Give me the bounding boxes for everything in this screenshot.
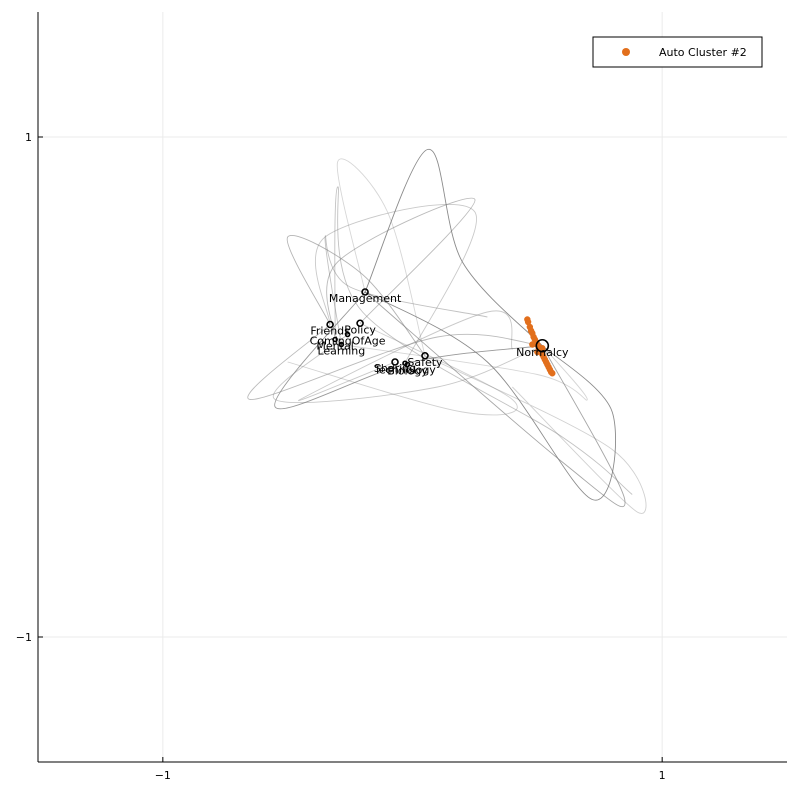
edge-curves	[247, 149, 647, 514]
node-marker	[535, 338, 550, 353]
edge-curve	[424, 355, 647, 514]
cluster-point	[529, 341, 536, 348]
node-label: ComingOfAge	[310, 335, 386, 348]
edge-curve	[326, 197, 476, 340]
node-marker	[344, 331, 351, 338]
node-marker	[421, 351, 429, 360]
node-label: Learning	[317, 345, 365, 358]
legend-marker	[622, 48, 630, 56]
node-marker	[361, 288, 369, 296]
node-label: Friends	[310, 325, 350, 338]
axes: −1 1 −1 1	[16, 12, 787, 782]
edge-curve	[274, 291, 543, 410]
edge-curve	[286, 235, 426, 357]
x-tick-label: −1	[155, 769, 171, 782]
x-tick-label: 1	[659, 769, 666, 782]
node-label: Normalcy	[516, 346, 569, 359]
edge-curve	[364, 291, 626, 508]
node-label: Safety	[407, 356, 443, 369]
node-marker	[356, 319, 364, 328]
edge-curve	[324, 235, 488, 345]
node-marker	[332, 336, 338, 343]
node-marker	[326, 320, 334, 329]
cluster-points	[524, 316, 556, 377]
nodes: Management FriendsPolicyComingOfAgeMental…	[310, 288, 569, 378]
edge-curve	[272, 334, 543, 403]
legend: Auto Cluster #2	[592, 36, 763, 68]
node-marker	[404, 361, 411, 368]
cluster-point	[549, 370, 556, 377]
node-marker	[391, 358, 399, 366]
edge-curve	[336, 158, 426, 356]
edge-curve	[334, 186, 633, 495]
grid	[38, 12, 787, 762]
node-label: Mental	[316, 340, 353, 353]
edge-curve	[298, 310, 513, 402]
edge-curve	[364, 291, 617, 501]
edge-curve	[341, 344, 588, 401]
legend-label: Auto Cluster #2	[659, 46, 747, 59]
node-label: Technology	[373, 363, 436, 376]
node-label: Management	[329, 292, 402, 305]
y-tick-label: 1	[25, 131, 32, 144]
cluster-point	[539, 345, 546, 352]
legend-box	[592, 36, 763, 68]
edge-curve	[314, 204, 477, 364]
edge-curve	[247, 324, 543, 400]
node-label: Policy	[344, 323, 376, 336]
edge-curve	[287, 322, 518, 416]
node-marker	[338, 341, 345, 348]
y-tick-label: −1	[16, 631, 32, 644]
cluster-point	[524, 318, 532, 326]
edge-curve	[364, 149, 543, 347]
node-label: Biology	[387, 365, 428, 378]
